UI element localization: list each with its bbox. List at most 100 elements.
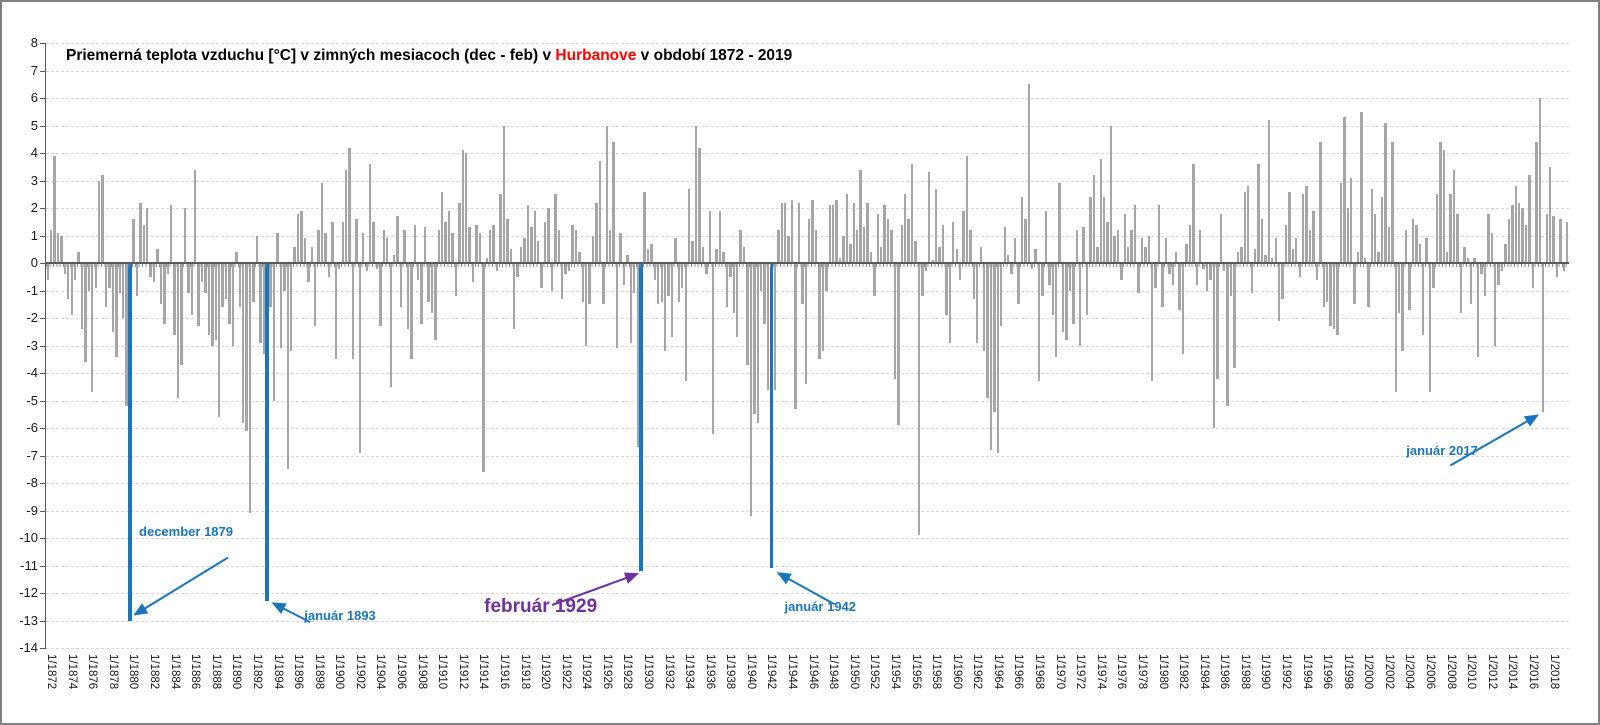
y-axis-tick <box>40 538 45 539</box>
bar <box>1277 263 1281 321</box>
bar <box>416 263 420 280</box>
x-axis-label: 1/1916 <box>497 654 510 690</box>
bar <box>142 224 145 263</box>
bar <box>543 221 547 263</box>
bar <box>362 232 365 263</box>
x-axis-label: 1/1994 <box>1300 654 1313 690</box>
bar <box>1305 186 1308 263</box>
y-axis-tick <box>40 483 45 484</box>
bar <box>218 263 221 417</box>
bar <box>314 263 317 327</box>
gridline <box>46 208 1569 209</box>
bar <box>691 241 694 263</box>
bar <box>1205 263 1209 291</box>
bar <box>626 254 629 263</box>
x-axis-label: 1/2016 <box>1526 654 1539 690</box>
bar <box>1178 263 1181 310</box>
bar <box>1531 263 1535 288</box>
y-axis-label: -2 <box>26 310 38 325</box>
bar <box>108 263 111 288</box>
x-axis-label: 1/1936 <box>703 654 716 690</box>
bar <box>307 263 310 283</box>
y-axis-label: 0 <box>30 255 38 270</box>
bar <box>489 230 492 263</box>
x-axis-label: 1/1882 <box>148 654 161 690</box>
bar <box>286 263 290 470</box>
gridline <box>46 400 1569 402</box>
bar <box>681 263 684 288</box>
x-axis-label: 1/1964 <box>991 654 1004 690</box>
bar <box>145 208 149 263</box>
bar <box>948 263 952 343</box>
bar <box>365 263 368 272</box>
bar <box>351 263 355 360</box>
gridline <box>46 290 1569 292</box>
bar <box>348 147 351 263</box>
bar <box>1315 263 1319 280</box>
bar <box>965 155 969 263</box>
bar <box>1113 235 1116 263</box>
x-axis-label: 1/2002 <box>1382 654 1395 690</box>
bar <box>564 263 567 274</box>
bar <box>410 263 413 360</box>
bar <box>574 230 578 263</box>
bar <box>523 238 526 263</box>
y-axis-tick <box>40 125 45 127</box>
bar <box>1487 213 1490 263</box>
bar <box>756 263 759 423</box>
bar <box>1377 252 1380 263</box>
bar <box>1538 98 1542 263</box>
bar <box>1504 243 1507 263</box>
bar <box>561 263 564 299</box>
bar <box>152 263 156 283</box>
bar <box>873 263 876 296</box>
bar <box>931 260 934 263</box>
bar <box>1456 213 1459 263</box>
gridline <box>46 318 1569 319</box>
bar <box>1106 221 1109 263</box>
bar <box>1497 263 1500 285</box>
annotation-label: január 1893 <box>304 608 376 624</box>
x-axis-label: 1/2018 <box>1547 654 1560 690</box>
bar <box>952 221 955 263</box>
bar <box>732 263 735 313</box>
bar <box>763 263 766 324</box>
x-axis-label: 1/1978 <box>1135 654 1148 690</box>
bar <box>1233 263 1236 368</box>
bar <box>904 194 907 263</box>
y-axis-label: 4 <box>30 145 38 160</box>
x-axis-label: 1/1980 <box>1156 654 1169 690</box>
bar <box>1003 227 1006 263</box>
bar <box>224 263 228 299</box>
bar <box>1363 257 1367 263</box>
bar <box>1034 249 1037 263</box>
bar <box>1041 263 1044 296</box>
bar <box>1542 263 1545 412</box>
bar <box>976 263 979 343</box>
bar <box>1325 263 1329 302</box>
y-axis-tick <box>40 400 45 402</box>
bar <box>1511 205 1514 263</box>
bar <box>1422 263 1425 335</box>
y-axis-tick <box>40 428 45 429</box>
bar <box>1151 263 1154 382</box>
x-axis-label: 1/1934 <box>683 654 696 690</box>
x-axis-label: 1/1872 <box>45 654 58 690</box>
y-axis-label: 8 <box>30 35 38 50</box>
bar <box>1356 252 1360 263</box>
bar <box>1212 263 1216 428</box>
bar <box>1336 263 1339 335</box>
bar <box>1078 263 1082 346</box>
gridline <box>46 565 1569 567</box>
y-axis-tick <box>40 620 45 622</box>
bar <box>70 263 73 316</box>
highlighted-bar <box>265 263 270 602</box>
bar <box>900 224 904 263</box>
x-axis-label: 1/1918 <box>518 654 531 690</box>
y-axis-label: 7 <box>30 62 38 78</box>
bar <box>1463 246 1466 263</box>
bar <box>1085 263 1089 316</box>
bar <box>1082 227 1085 263</box>
bar <box>163 263 166 324</box>
